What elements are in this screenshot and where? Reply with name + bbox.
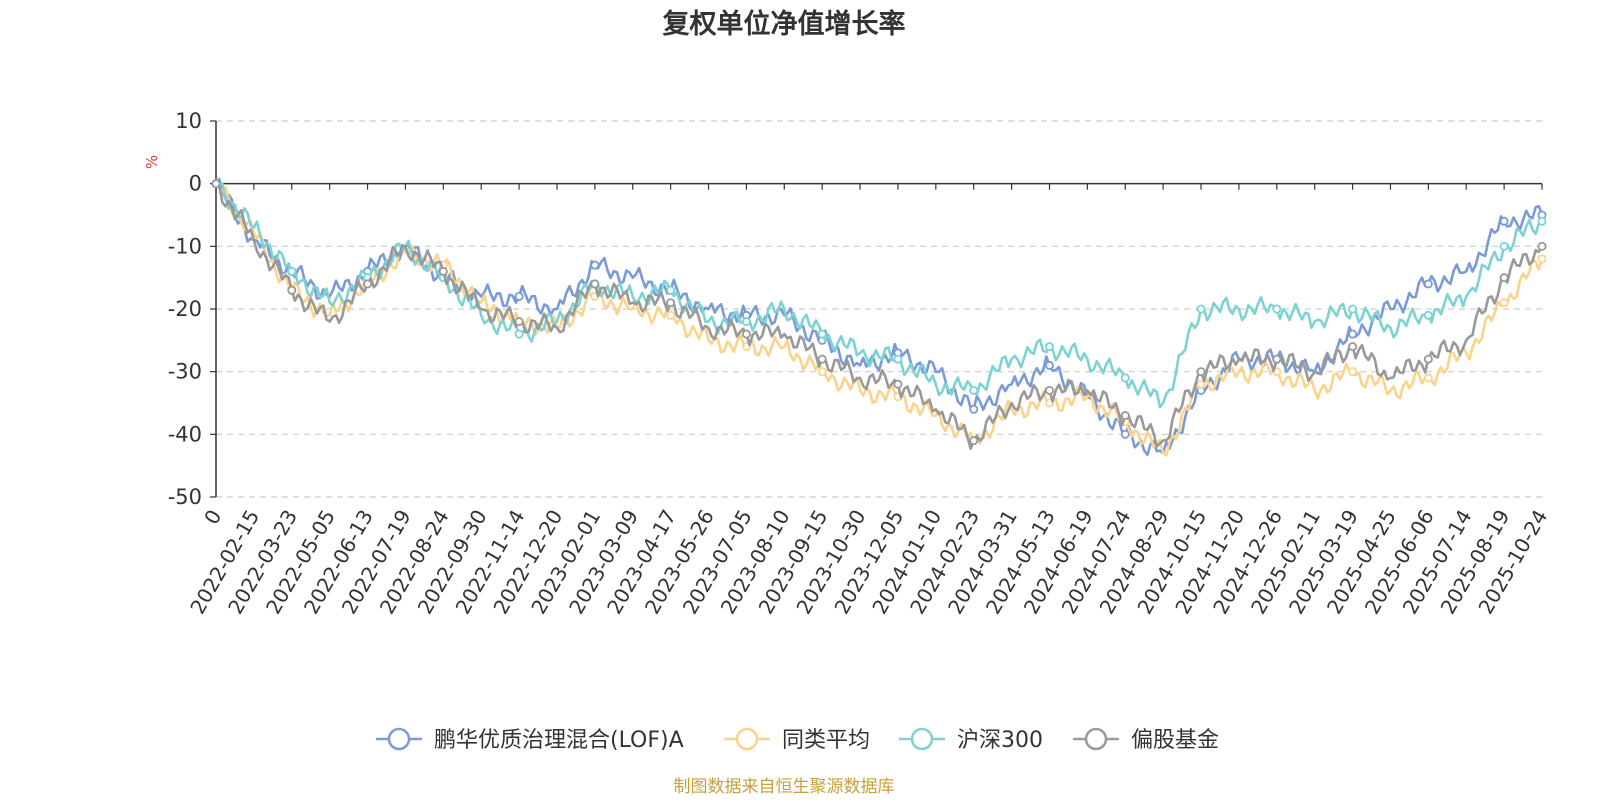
y-axis: 10 0 -10 -20 -30 -40 -50 <box>168 109 217 509</box>
data-point <box>211 179 221 189</box>
data-point <box>1348 367 1358 377</box>
data-point <box>1499 298 1509 308</box>
data-point <box>817 367 827 377</box>
data-point <box>590 279 600 289</box>
data-point <box>1423 354 1433 364</box>
legend-marker <box>735 727 759 751</box>
data-point <box>1348 329 1358 339</box>
data-point <box>1423 373 1433 383</box>
data-point <box>1120 373 1130 383</box>
data-point <box>287 266 297 276</box>
data-point <box>969 385 979 395</box>
data-point <box>666 285 676 295</box>
data-point <box>893 379 903 389</box>
data-point <box>893 354 903 364</box>
data-point <box>1272 354 1282 364</box>
series-lines <box>211 177 1547 457</box>
data-point <box>741 329 751 339</box>
legend-item-1[interactable]: 同类平均 <box>724 727 870 753</box>
x-axis: 02022-02-152022-03-232022-05-052022-06-1… <box>185 182 1552 618</box>
y-tick-label: 10 <box>175 109 202 133</box>
data-point <box>969 404 979 414</box>
data-point <box>590 260 600 270</box>
data-point <box>1499 216 1509 226</box>
data-point <box>514 291 524 301</box>
data-point <box>1537 254 1547 264</box>
legend-item-0[interactable]: 鹏华优质治理混合(LOF)A <box>376 727 684 753</box>
legend-marker <box>387 727 411 751</box>
grid-lines <box>216 120 1542 498</box>
data-point <box>1499 273 1509 283</box>
legend-label: 鹏华优质治理混合(LOF)A <box>434 728 684 753</box>
data-point <box>741 317 751 327</box>
data-source-note: 制图数据来自恒生聚源数据库 <box>674 777 895 797</box>
data-point <box>1196 367 1206 377</box>
data-point <box>969 436 979 446</box>
data-point <box>817 354 827 364</box>
legend-marker <box>1084 727 1108 751</box>
legend-label: 沪深300 <box>957 728 1043 753</box>
chart-title: 复权单位净值增长率 <box>663 8 906 40</box>
data-point <box>1348 304 1358 314</box>
series-line-3 <box>215 182 1544 451</box>
data-point <box>514 329 524 339</box>
data-point <box>1120 411 1130 421</box>
data-point <box>666 310 676 320</box>
y-tick-label: -20 <box>168 297 202 321</box>
data-point <box>1196 379 1206 389</box>
y-tick-label: 0 <box>189 172 202 196</box>
data-point <box>514 317 524 327</box>
data-point <box>1196 304 1206 314</box>
legend[interactable]: 鹏华优质治理混合(LOF)A 同类平均 沪深300 偏股基金 <box>376 727 1219 753</box>
data-point <box>1120 429 1130 439</box>
data-point <box>1537 241 1547 251</box>
data-point <box>1499 241 1509 251</box>
data-point <box>1044 360 1054 370</box>
y-tick-label: -30 <box>168 360 202 384</box>
data-point <box>666 298 676 308</box>
data-point <box>1044 342 1054 352</box>
data-point <box>287 285 297 295</box>
data-point <box>1537 216 1547 226</box>
y-tick-label: -40 <box>168 422 202 446</box>
data-point <box>817 329 827 339</box>
legend-marker <box>910 727 934 751</box>
data-point <box>438 266 448 276</box>
x-tick-label: 0 <box>199 506 226 529</box>
data-point <box>1272 304 1282 314</box>
y-tick-label: -50 <box>168 485 202 509</box>
series-line-1 <box>214 182 1544 457</box>
data-point <box>1423 279 1433 289</box>
legend-label: 偏股基金 <box>1131 728 1219 753</box>
data-point <box>1348 342 1358 352</box>
legend-label: 同类平均 <box>782 728 870 753</box>
series-line-2 <box>215 182 1543 409</box>
data-point <box>1044 385 1054 395</box>
y-axis-unit: % <box>143 155 161 169</box>
data-point <box>1423 310 1433 320</box>
y-tick-label: -10 <box>168 234 202 258</box>
legend-item-2[interactable]: 沪深300 <box>899 727 1043 753</box>
data-point <box>363 279 373 289</box>
series-line-0 <box>214 177 1544 457</box>
legend-item-3[interactable]: 偏股基金 <box>1073 727 1219 753</box>
